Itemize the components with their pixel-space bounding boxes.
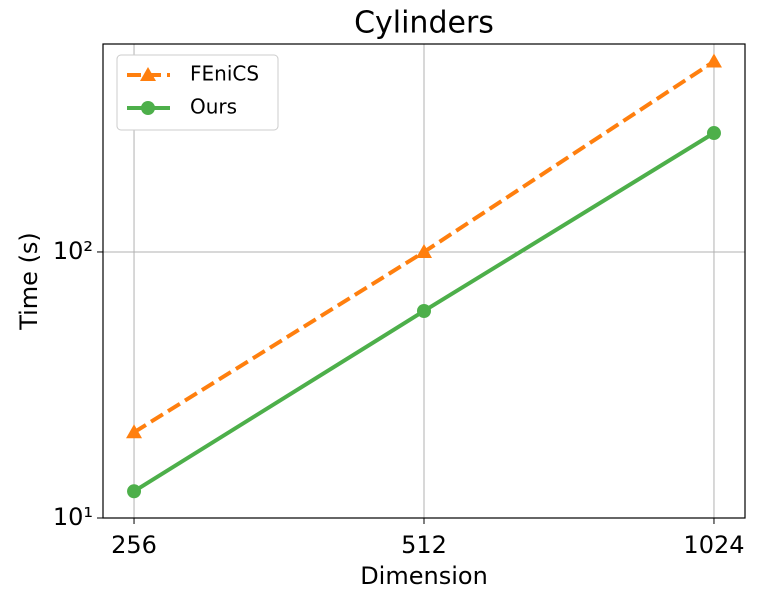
legend: FEniCS Ours: [116, 54, 279, 131]
x-axis-label: Dimension: [360, 562, 488, 590]
legend-label: Ours: [190, 95, 237, 119]
chart-title: Cylinders: [354, 6, 494, 41]
marker: [416, 243, 432, 258]
y-axis-label: Time (s): [15, 232, 43, 331]
plot-frame: [102, 43, 746, 519]
marker: [140, 67, 156, 81]
y-tick-label: 10²: [53, 237, 93, 265]
legend-label: FEniCS: [190, 62, 259, 86]
series: [127, 126, 721, 499]
marker: [141, 101, 155, 115]
x-tick-label: 512: [401, 531, 447, 559]
marker: [126, 424, 143, 439]
marker: [706, 126, 721, 141]
x-tick-label: 1024: [683, 531, 744, 559]
x-tick-label: 256: [111, 531, 157, 559]
marker: [705, 53, 722, 68]
marker: [417, 303, 431, 318]
y-tick-label: 10¹: [53, 503, 93, 531]
series: [126, 53, 722, 439]
marker: [127, 484, 142, 499]
